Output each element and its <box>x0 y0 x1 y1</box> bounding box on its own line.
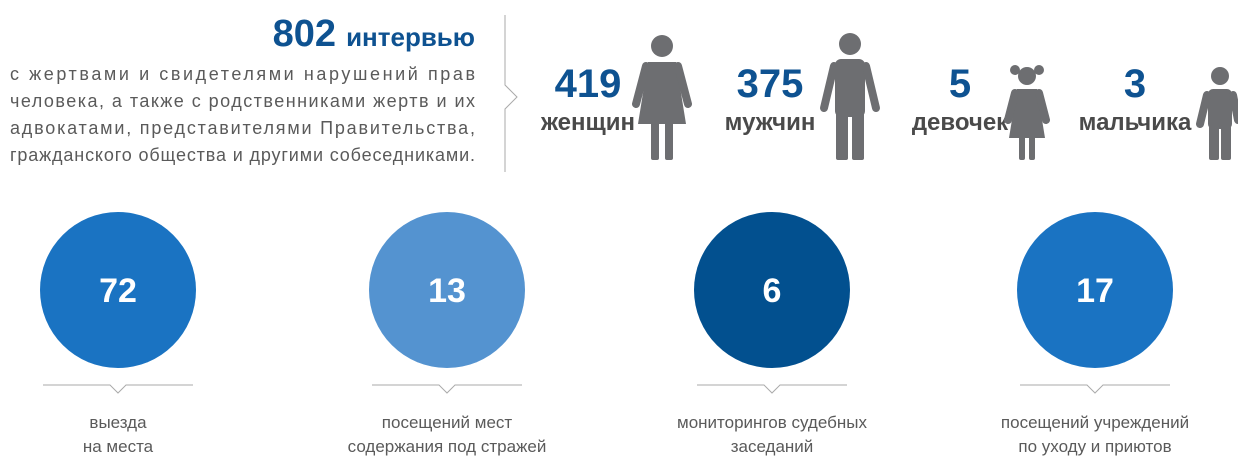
interviews-word: интервью <box>346 22 475 52</box>
description-line: с жертвами и свидетелями нарушений прав <box>10 64 475 84</box>
icons <box>632 33 1238 160</box>
stat-circle <box>369 212 525 368</box>
girl-icon <box>1004 65 1050 160</box>
description-line: гражданского общества и другими собеседн… <box>10 145 475 165</box>
stat-number: 72 <box>99 272 137 310</box>
description-line: адвокатами, представителями Правительств… <box>10 118 475 138</box>
stat-circle <box>1017 212 1173 368</box>
interviews-heading: 802 интервью <box>273 13 475 55</box>
people-label: мальчика <box>1079 109 1192 136</box>
stat-circle <box>40 212 196 368</box>
stat-label: заседаний <box>731 437 814 456</box>
stat-separator <box>697 384 847 394</box>
stat-label: посещений мест <box>382 413 513 432</box>
stat-number: 6 <box>763 272 782 310</box>
stats: 72 выезда на места 13 посещений мест содержан… <box>40 212 1189 456</box>
divider <box>504 15 518 172</box>
people-number: 5 <box>949 62 971 106</box>
stat-label: мониторингов судебных <box>677 413 867 432</box>
people-label: мужчин <box>725 109 816 136</box>
stat-separator <box>43 384 193 394</box>
people-number: 419 <box>555 62 622 106</box>
description: с жертвами и свидетелями нарушений прав ч… <box>10 64 475 165</box>
people-number: 3 <box>1124 62 1146 106</box>
stat-number: 17 <box>1076 272 1114 310</box>
description-line: человека, а также с родственниками жертв… <box>10 91 475 111</box>
stat-separator <box>1020 384 1170 394</box>
stat-circle <box>694 212 850 368</box>
stat-label: по уходу и приютов <box>1018 437 1171 456</box>
stat-separator <box>372 384 522 394</box>
people-label: девочек <box>912 109 1009 136</box>
boy-icon <box>1196 67 1238 160</box>
man-icon <box>820 33 880 160</box>
people-number: 375 <box>737 62 804 106</box>
people: 419 женщин 375 мужчин 5 девочек 3 мальчика <box>540 62 1192 136</box>
interviews-number: 802 <box>273 13 336 55</box>
stat-number: 13 <box>428 272 466 310</box>
people-label: женщин <box>540 109 635 136</box>
stat-label: на места <box>83 437 154 456</box>
woman-icon <box>632 35 692 160</box>
stat-label: посещений учреждений <box>1001 413 1189 432</box>
stat-label: выезда <box>89 413 147 432</box>
stat-label: содержания под стражей <box>348 437 547 456</box>
